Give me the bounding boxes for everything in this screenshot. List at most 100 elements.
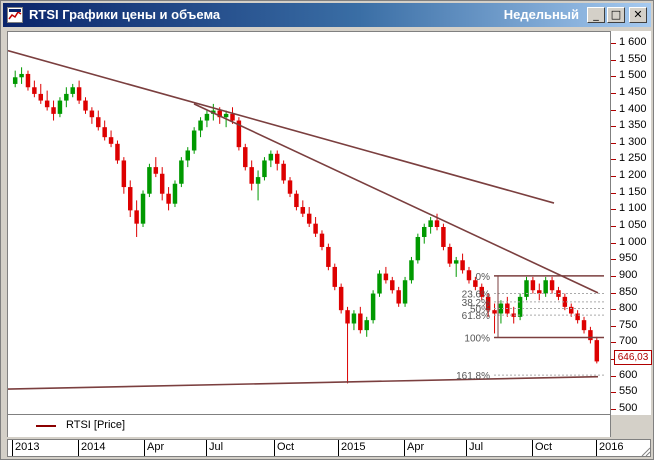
candle-body bbox=[185, 150, 190, 161]
y-tick bbox=[611, 359, 616, 361]
candle-body bbox=[524, 280, 529, 297]
candle-body bbox=[530, 280, 536, 291]
x-tick-label: 2016 bbox=[599, 441, 624, 453]
candle-body bbox=[191, 130, 197, 151]
y-tick-label: 800 bbox=[619, 302, 638, 315]
chart-plot-area[interactable]: 0% 23.6% 38.2% 50% 61.8% 100% 161.8% bbox=[7, 31, 611, 415]
candle-body bbox=[306, 213, 312, 224]
maximize-button[interactable]: □ bbox=[607, 7, 625, 23]
candle-body bbox=[255, 177, 261, 184]
x-tick bbox=[206, 440, 207, 456]
candle-body bbox=[300, 207, 306, 214]
legend-label: RTSI [Price] bbox=[66, 419, 126, 431]
y-tick bbox=[611, 109, 616, 111]
resize-grip-icon[interactable] bbox=[639, 445, 651, 457]
title-bar[interactable]: RTSI Графики цены и объема Недельный _ □… bbox=[3, 3, 651, 27]
candle-body bbox=[294, 193, 299, 208]
candle-body bbox=[223, 113, 229, 118]
period-selector[interactable]: Недельный bbox=[503, 7, 579, 22]
candle-body bbox=[236, 120, 242, 148]
candle-body bbox=[179, 160, 184, 184]
candle-body bbox=[121, 160, 127, 188]
x-tick-label: Apr bbox=[147, 441, 165, 453]
candle-body bbox=[428, 220, 433, 227]
y-tick bbox=[611, 209, 616, 211]
y-tick-label: 1 000 bbox=[619, 235, 647, 248]
y-tick-label: 1 300 bbox=[619, 135, 647, 148]
y-tick bbox=[611, 142, 616, 144]
candle-body bbox=[370, 293, 376, 321]
candle-body bbox=[319, 233, 325, 247]
candle-body bbox=[383, 273, 389, 281]
candle-body bbox=[140, 193, 146, 224]
y-tick bbox=[611, 342, 616, 344]
fibonacci-label: 0% bbox=[476, 272, 491, 283]
y-tick bbox=[611, 392, 616, 394]
candle-body bbox=[402, 280, 408, 304]
y-tick-label: 750 bbox=[619, 318, 638, 331]
y-tick-label: 1 100 bbox=[619, 202, 647, 215]
candle-body bbox=[364, 320, 369, 331]
legend: RTSI [Price] bbox=[7, 415, 611, 437]
x-tick-label: Apr bbox=[407, 441, 425, 453]
candle-body bbox=[332, 266, 337, 287]
candle-body bbox=[537, 290, 542, 294]
candle-body bbox=[249, 167, 254, 184]
y-tick bbox=[611, 76, 616, 78]
candle-body bbox=[159, 173, 165, 194]
y-tick-label: 950 bbox=[619, 252, 638, 265]
candle-body bbox=[498, 303, 504, 314]
close-button[interactable]: ✕ bbox=[629, 7, 647, 23]
trendline bbox=[7, 375, 599, 390]
fibonacci-label: 50% bbox=[470, 305, 490, 316]
candle-body bbox=[396, 290, 401, 304]
candle-body bbox=[76, 87, 82, 101]
candle-body bbox=[32, 87, 37, 94]
candle-body bbox=[166, 193, 171, 204]
candle-body bbox=[64, 93, 69, 101]
candle-body bbox=[453, 260, 459, 264]
candle-body bbox=[358, 313, 363, 331]
candle-body bbox=[51, 107, 56, 114]
x-tick-label: Oct bbox=[277, 441, 295, 453]
x-tick-label: Jul bbox=[209, 441, 224, 453]
x-tick bbox=[596, 440, 597, 456]
candle-body bbox=[108, 137, 114, 144]
price-chart: 0% 23.6%38.2%50%61.8% 100% 161.8% bbox=[7, 49, 604, 390]
x-tick bbox=[274, 440, 275, 456]
candle-body bbox=[313, 223, 318, 234]
candle-body bbox=[172, 183, 178, 204]
candle-body bbox=[198, 120, 203, 131]
fibonacci-label: 100% bbox=[464, 333, 490, 344]
y-tick bbox=[611, 92, 616, 94]
x-tick bbox=[466, 440, 467, 456]
x-tick bbox=[12, 440, 13, 456]
x-tick-label: 2013 bbox=[15, 441, 40, 453]
fibonacci-label: 38.2% bbox=[462, 298, 490, 309]
candle-body bbox=[262, 160, 267, 178]
candle-body bbox=[25, 73, 31, 88]
candle-body bbox=[422, 227, 427, 237]
y-tick bbox=[611, 309, 616, 311]
minimize-button[interactable]: _ bbox=[587, 7, 605, 23]
chart-app-icon bbox=[7, 7, 23, 23]
window-title: RTSI Графики цены и объема bbox=[29, 7, 221, 22]
candle-body bbox=[204, 113, 210, 121]
x-tick-label: 2015 bbox=[341, 441, 366, 453]
x-tick bbox=[532, 440, 533, 456]
y-tick bbox=[611, 325, 616, 327]
candle-body bbox=[434, 220, 440, 227]
candle-body bbox=[549, 280, 555, 291]
candle-body bbox=[511, 313, 516, 317]
y-tick bbox=[611, 226, 616, 227]
candle-body bbox=[153, 167, 159, 174]
fibonacci-label: 161.8% bbox=[456, 371, 490, 382]
y-tick-label: 1 450 bbox=[619, 85, 647, 98]
candle-body bbox=[287, 180, 293, 194]
x-axis[interactable]: 2013 2014 Apr Jul Oct 2015 Apr Jul Oct 2016 bbox=[7, 439, 651, 457]
y-tick bbox=[611, 242, 616, 244]
trendline bbox=[7, 49, 555, 204]
candle-body bbox=[19, 73, 24, 78]
candle-body bbox=[115, 143, 120, 161]
